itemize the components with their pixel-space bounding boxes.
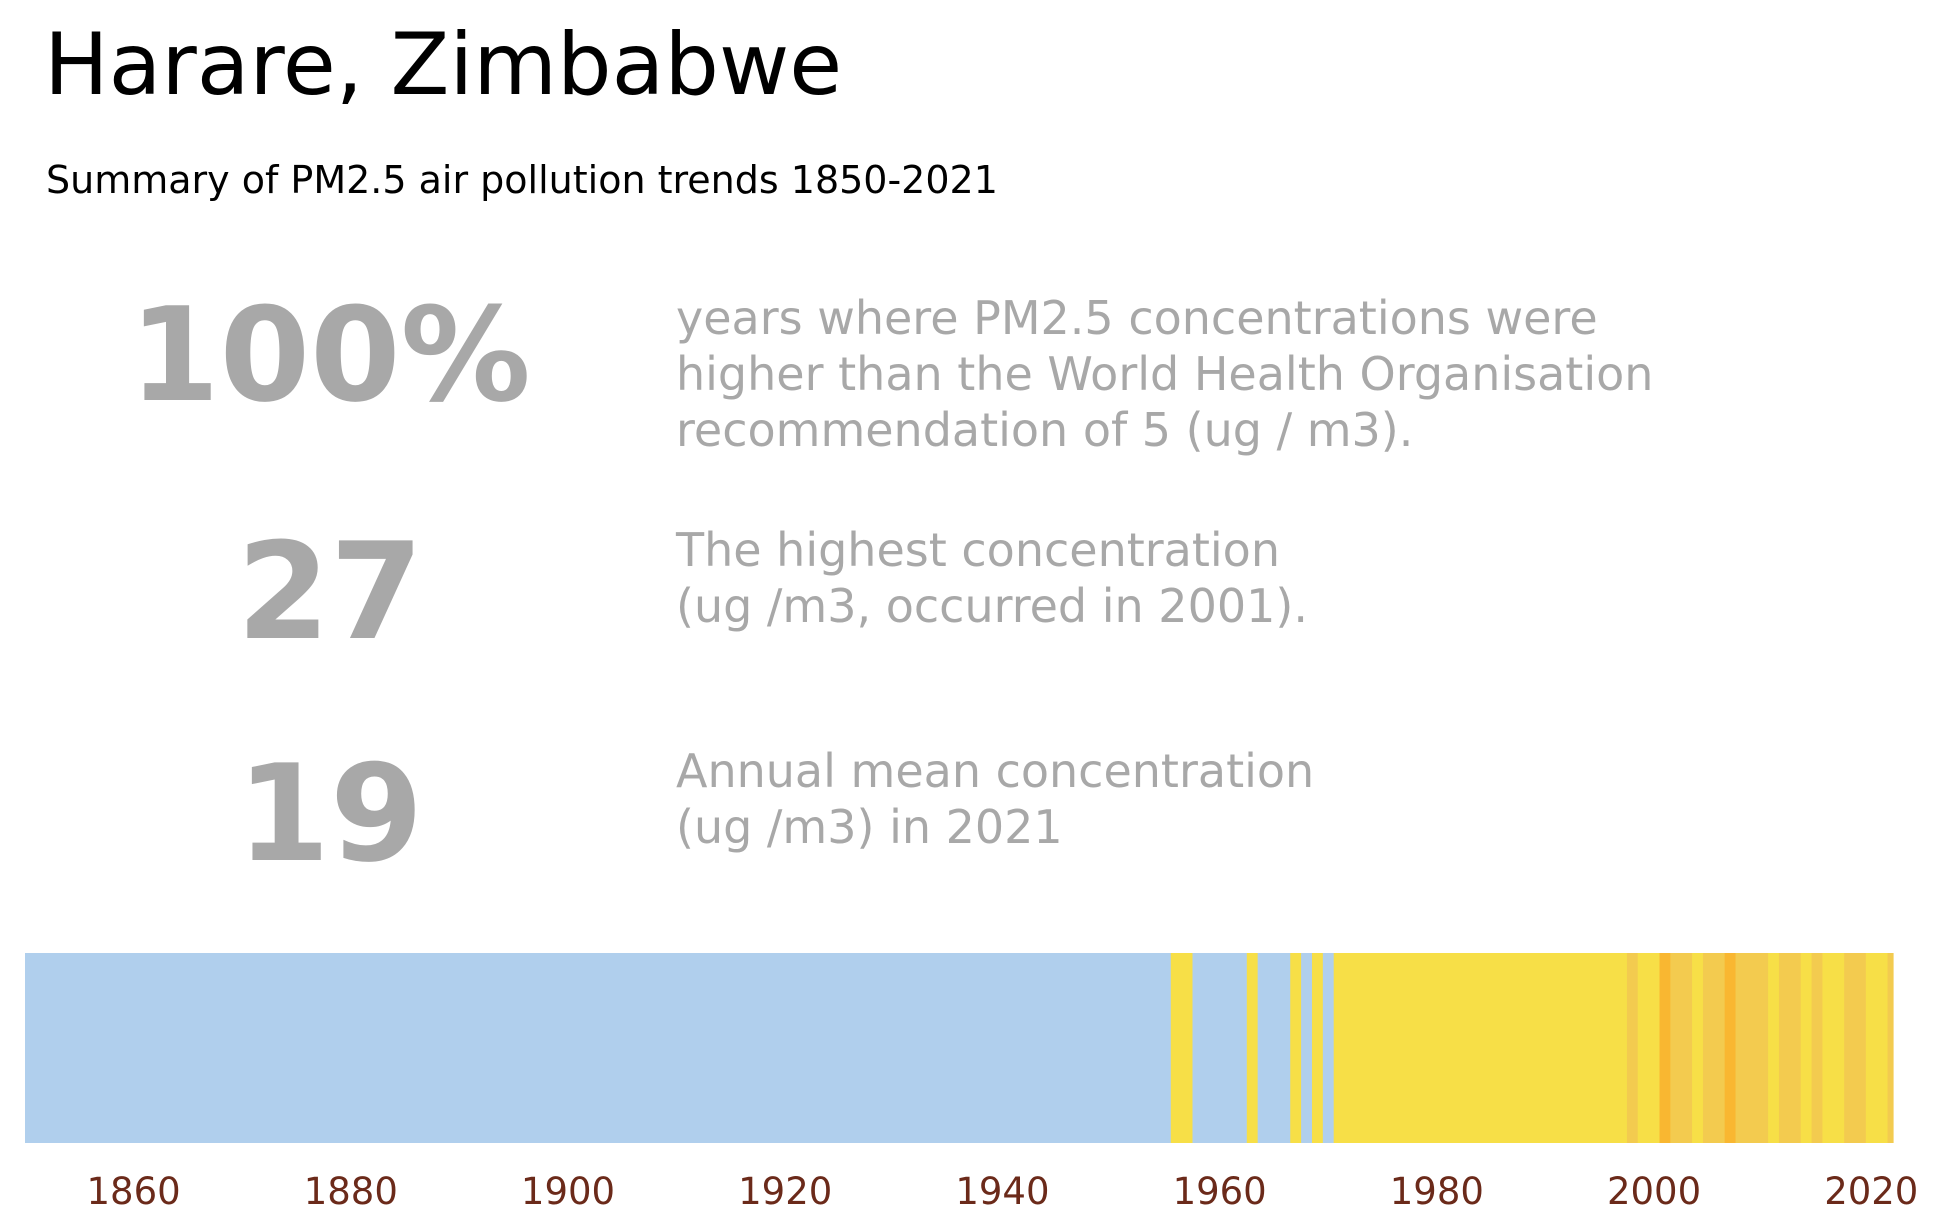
year-stripe xyxy=(1735,953,1769,1143)
x-tick-label: 2020 xyxy=(1824,1170,1918,1213)
year-stripe xyxy=(1301,953,1313,1143)
x-tick-label: 1960 xyxy=(1173,1170,1267,1213)
stat-annual-mean-description: Annual mean concentration (ug /m3) in 20… xyxy=(676,743,1314,855)
year-stripe xyxy=(1246,953,1259,1143)
stat-annual-mean-2021: 19 xyxy=(236,736,424,892)
stat-percent-years-above-who: 100% xyxy=(129,279,531,431)
x-tick-label: 1880 xyxy=(304,1170,398,1213)
year-stripe xyxy=(1192,953,1248,1143)
stat-highest-description-line: (ug /m3, occurred in 2001). xyxy=(676,579,1308,633)
x-tick-label: 1920 xyxy=(738,1170,832,1213)
stat-percent-description-line: recommendation of 5 (ug / m3). xyxy=(676,403,1414,457)
year-stripe xyxy=(1670,953,1693,1143)
year-stripe xyxy=(1724,953,1737,1143)
stat-annual-mean-description-line: (ug /m3) in 2021 xyxy=(676,800,1063,854)
year-stripe xyxy=(1887,953,1894,1143)
year-stripe xyxy=(1778,953,1802,1143)
year-stripe xyxy=(1692,953,1704,1143)
year-stripe xyxy=(1290,953,1302,1143)
year-stripe xyxy=(1768,953,1780,1143)
year-stripe xyxy=(1170,953,1194,1143)
year-stripe xyxy=(1659,953,1671,1143)
year-stripe xyxy=(25,953,1172,1143)
year-stripe xyxy=(1844,953,1867,1143)
year-stripe xyxy=(1322,953,1335,1143)
year-stripe xyxy=(1626,953,1639,1143)
x-tick-label: 1860 xyxy=(87,1170,181,1213)
year-stripe xyxy=(1702,953,1726,1143)
stat-percent-description-line: higher than the World Health Organisatio… xyxy=(676,347,1654,401)
x-tick-label: 1980 xyxy=(1390,1170,1484,1213)
year-stripe xyxy=(1637,953,1661,1143)
year-stripe xyxy=(1333,953,1628,1143)
stat-highest-description-line: The highest concentration xyxy=(676,523,1280,577)
stat-highest-concentration: 27 xyxy=(236,514,424,670)
x-tick-label: 1900 xyxy=(521,1170,615,1213)
x-tick-label: 2000 xyxy=(1607,1170,1701,1213)
stat-percent-description-line: years where PM2.5 concentrations were xyxy=(676,291,1598,345)
page-subtitle: Summary of PM2.5 air pollution trends 18… xyxy=(46,158,998,202)
year-stripe xyxy=(1865,953,1889,1143)
year-stripe xyxy=(1311,953,1324,1143)
page-title: Harare, Zimbabwe xyxy=(44,15,843,115)
x-tick-label: 1940 xyxy=(955,1170,1049,1213)
year-stripe xyxy=(1257,953,1291,1143)
year-stripe xyxy=(1811,953,1824,1143)
year-stripe xyxy=(1800,953,1813,1143)
year-stripe xyxy=(1822,953,1845,1143)
stat-annual-mean-description-line: Annual mean concentration xyxy=(676,744,1315,798)
stat-percent-description: years where PM2.5 concentrations were hi… xyxy=(676,290,1653,458)
stat-highest-description: The highest concentration (ug /m3, occur… xyxy=(676,522,1308,634)
